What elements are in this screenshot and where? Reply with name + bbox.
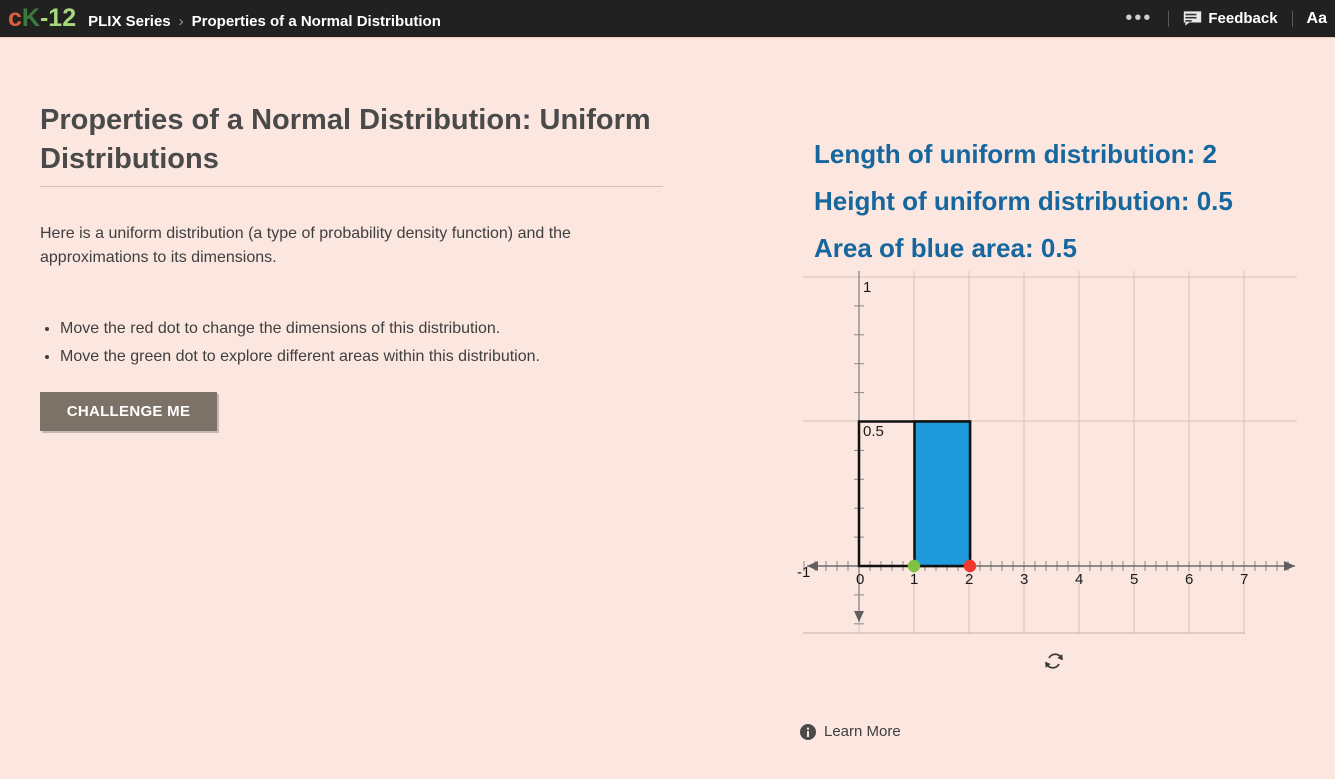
svg-text:-1: -1 (797, 564, 810, 581)
svg-text:7: 7 (1240, 571, 1248, 588)
svg-text:5: 5 (1130, 571, 1138, 588)
svg-text:1: 1 (910, 571, 918, 588)
svg-text:4: 4 (1075, 571, 1083, 588)
svg-text:6: 6 (1185, 571, 1193, 588)
svg-text:0.5: 0.5 (863, 423, 884, 440)
svg-text:3: 3 (1020, 571, 1028, 588)
svg-text:1: 1 (863, 279, 871, 296)
svg-text:2: 2 (965, 571, 973, 588)
svg-text:0: 0 (856, 571, 864, 588)
